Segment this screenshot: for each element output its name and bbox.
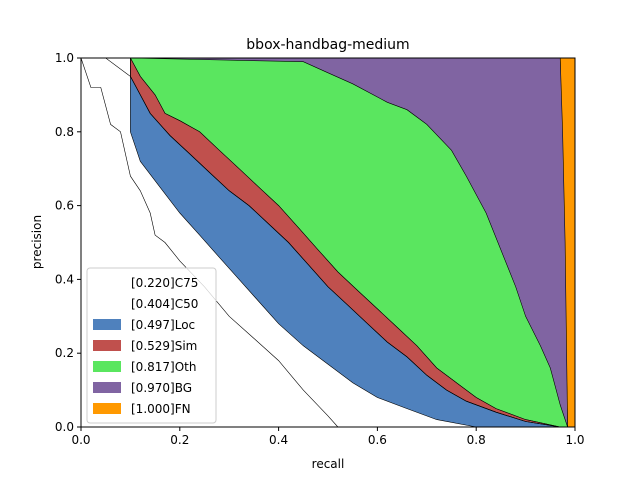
- x-tick-label: 0.6: [368, 433, 387, 447]
- plot-area: [80, 57, 576, 428]
- axes-frame: [80, 57, 576, 428]
- series-layer: [129, 57, 576, 428]
- legend-swatch: [93, 403, 121, 414]
- legend-swatch: [93, 382, 121, 393]
- y-axis-label: precision: [30, 215, 44, 269]
- legend: [0.220]C75 [0.404]C50 [0.497]Loc [0.529]Sim…: [86, 267, 217, 424]
- legend-label: [1.000]FN: [131, 402, 191, 416]
- y-tick-label: 0.6: [55, 199, 74, 213]
- legend-label: [0.529]Sim: [131, 339, 197, 353]
- x-axis-ticks: 0.0 0.2 0.4 0.6 0.8 1.0: [71, 427, 585, 447]
- legend-label: [0.970]BG: [131, 381, 192, 395]
- x-tick-label: 0.8: [467, 433, 486, 447]
- y-tick-label: 0.4: [55, 272, 74, 286]
- x-tick-label: 0.0: [71, 433, 90, 447]
- reference-line-c50: [81, 57, 561, 428]
- y-tick-label: 0.2: [55, 346, 74, 360]
- legend-swatch: [93, 298, 121, 309]
- legend-label: [0.497]Loc: [131, 318, 195, 332]
- y-tick-label: 0.8: [55, 125, 74, 139]
- x-tick-label: 1.0: [565, 433, 584, 447]
- chart-title: bbox-handbag-medium: [246, 37, 409, 53]
- legend-label: [0.404]C50: [131, 297, 198, 311]
- legend-swatch: [93, 340, 121, 351]
- legend-swatch: [93, 277, 121, 288]
- y-tick-label: 0.0: [55, 420, 74, 434]
- x-tick-label: 0.4: [269, 433, 288, 447]
- y-tick-label: 1.0: [55, 51, 74, 65]
- legend-swatch: [93, 361, 121, 372]
- reference-lines-layer: [80, 57, 561, 428]
- legend-label: [0.817]Oth: [131, 360, 196, 374]
- x-tick-label: 0.2: [170, 433, 189, 447]
- legend-swatch: [93, 319, 121, 330]
- y-axis-ticks: 0.0 0.2 0.4 0.6 0.8 1.0: [55, 51, 81, 434]
- reference-line-c75: [80, 57, 339, 428]
- x-axis-label: recall: [312, 457, 345, 471]
- legend-label: [0.220]C75: [131, 276, 198, 290]
